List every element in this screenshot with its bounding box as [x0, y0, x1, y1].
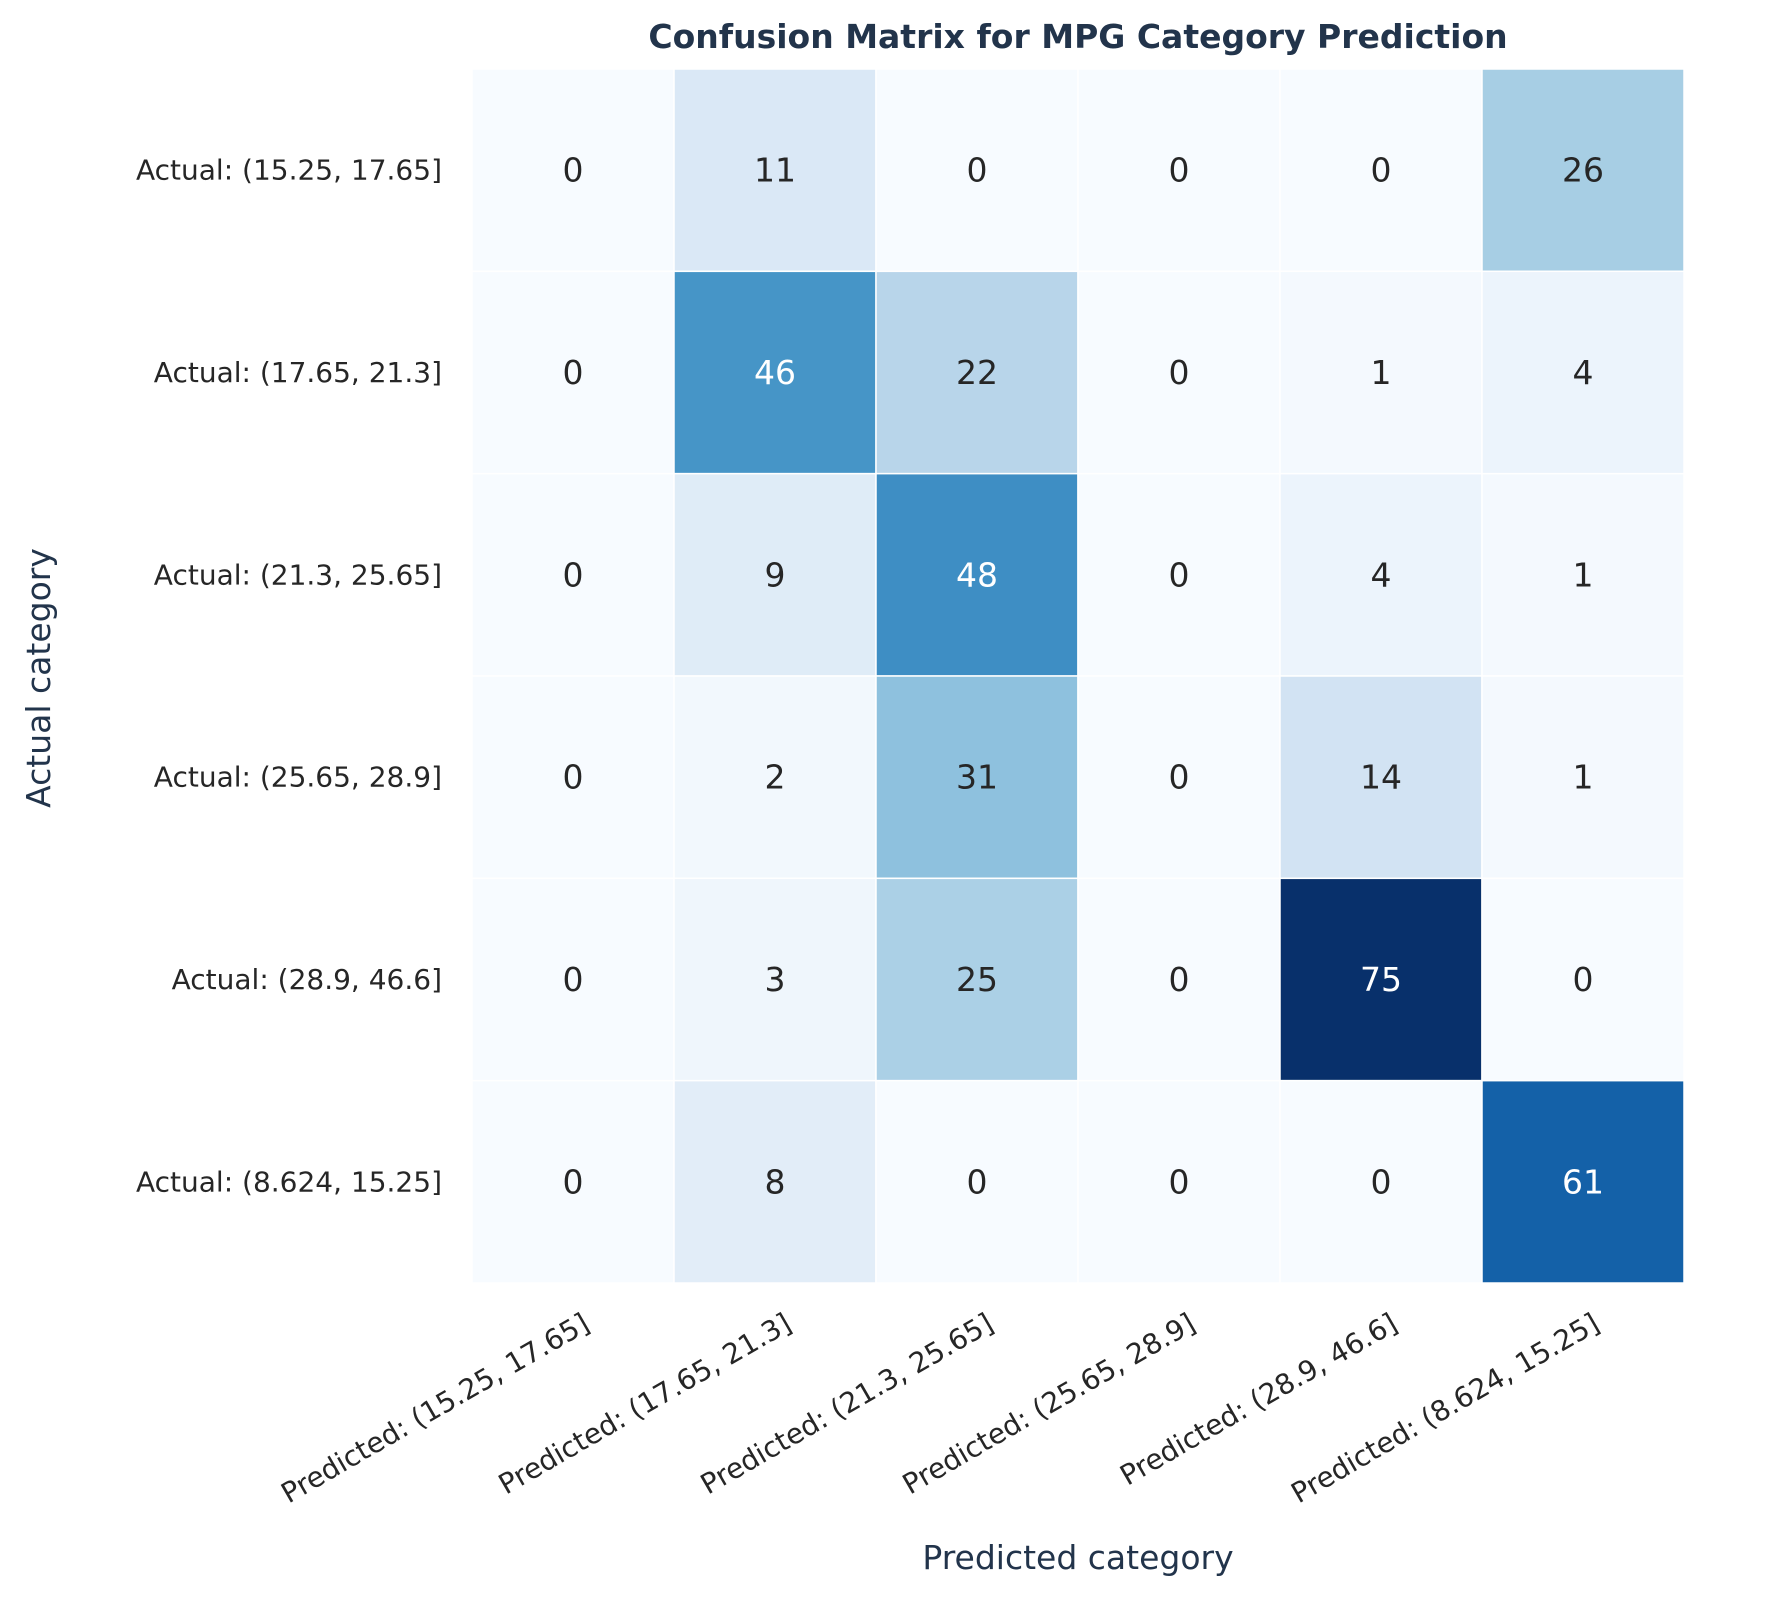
cell-value-label: 9: [765, 555, 786, 594]
heatmap-cell: [471, 472, 675, 677]
cell-value-label: 25: [956, 960, 998, 999]
heatmap-cell: [1481, 270, 1685, 475]
cell-value-label: 3: [765, 960, 786, 999]
cell-value-label: 0: [1169, 353, 1190, 392]
cell-value-label: 0: [1371, 1162, 1392, 1201]
cell-value-label: 0: [563, 960, 584, 999]
cell-value-label: 11: [754, 151, 796, 190]
heatmap-cell: [1077, 675, 1281, 880]
heatmap-cell: [875, 877, 1079, 1082]
heatmap-cell: [471, 68, 675, 273]
heatmap-cell: [1077, 68, 1281, 273]
heatmap-cell: [875, 472, 1079, 677]
cell-value-label: 46: [754, 353, 796, 392]
heatmap-cell: [471, 877, 675, 1082]
heatmap-cell: [1279, 68, 1483, 273]
heatmap-cell: [1077, 877, 1281, 1082]
y-axis-label: Actual category: [19, 548, 58, 808]
heatmap-cell: [673, 270, 877, 475]
cell-value-label: 22: [956, 353, 998, 392]
cell-value-label: 0: [1169, 151, 1190, 190]
heatmap-cell: [1279, 472, 1483, 677]
cell-value-label: 0: [1169, 758, 1190, 797]
heatmap-cell: [1481, 1079, 1685, 1284]
heatmap-cell: [471, 1079, 675, 1284]
cell-value-label: 0: [563, 353, 584, 392]
cell-value-label: 0: [967, 1162, 988, 1201]
cell-value-label: 1: [1573, 555, 1594, 594]
y-tick-label: Actual: (28.9, 46.6]: [172, 963, 442, 996]
cell-value-label: 4: [1573, 353, 1594, 392]
heatmap-cell: [1279, 675, 1483, 880]
heatmap-cell: [673, 68, 877, 273]
cell-value-label: 31: [956, 758, 998, 797]
cell-value-label: 0: [563, 1162, 584, 1201]
cell-value-label: 0: [563, 555, 584, 594]
cell-value-label: 75: [1360, 960, 1402, 999]
cell-value-label: 4: [1371, 555, 1392, 594]
cell-value-label: 26: [1562, 151, 1604, 190]
cell-value-label: 14: [1360, 758, 1402, 797]
heatmap-cell: [875, 68, 1079, 273]
y-tick-label: Actual: (15.25, 17.65]: [136, 154, 442, 187]
heatmap-cell: [471, 675, 675, 880]
cell-value-label: 48: [956, 555, 998, 594]
y-tick-label: Actual: (17.65, 21.3]: [154, 356, 442, 389]
x-axis-label: Predicted category: [922, 1538, 1233, 1577]
cell-value-label: 0: [1169, 555, 1190, 594]
cell-value-label: 0: [1169, 960, 1190, 999]
cell-value-label: 8: [765, 1162, 786, 1201]
x-tick-label: Predicted: (15.25, 17.65]: [276, 1306, 595, 1509]
y-tick-label: Actual: (21.3, 25.65]: [154, 558, 442, 591]
heatmap-cell: [673, 675, 877, 880]
heatmap-cell: [1279, 877, 1483, 1082]
cell-value-label: 0: [563, 151, 584, 190]
heatmap-cells: 0 11 0 0 0 260 46 22 0 1 40 9 48 0 4 10 2 31 0 14 10 3 25 0 75 00…: [471, 68, 1685, 1284]
cell-value-label: 0: [1169, 1162, 1190, 1201]
heatmap-cell: [1077, 472, 1281, 677]
cell-value-label: 0: [967, 151, 988, 190]
heatmap-cell: [1077, 1079, 1281, 1284]
heatmap-cell: [875, 675, 1079, 880]
heatmap-cell: [1279, 1079, 1483, 1284]
cell-value-label: 1: [1573, 758, 1594, 797]
y-tick-labels: Actual: (15.25, 17.65] Actual: (17.65, 21…: [136, 154, 442, 1199]
y-tick-label: Actual: (25.65, 28.9]: [154, 761, 442, 794]
cell-value-label: 61: [1562, 1162, 1604, 1201]
heatmap-cell: [1481, 68, 1685, 273]
cell-value-label: 2: [765, 758, 786, 797]
cell-value-label: 0: [563, 758, 584, 797]
cell-value-label: 0: [1573, 960, 1594, 999]
heatmap-cell: [1077, 270, 1281, 475]
heatmap-cell: [1481, 675, 1685, 880]
y-tick-label: Actual: (8.624, 15.25]: [136, 1165, 442, 1198]
heatmap-cell: [673, 472, 877, 677]
x-tick-labels: Predicted: (15.25, 17.65]Predicted: (17.…: [276, 1306, 1605, 1509]
chart-title: Confusion Matrix for MPG Category Predic…: [648, 17, 1507, 56]
heatmap-cell: [1481, 877, 1685, 1082]
cell-value-label: 0: [1371, 151, 1392, 190]
heatmap-cell: [1481, 472, 1685, 677]
cell-value-label: 1: [1371, 353, 1392, 392]
